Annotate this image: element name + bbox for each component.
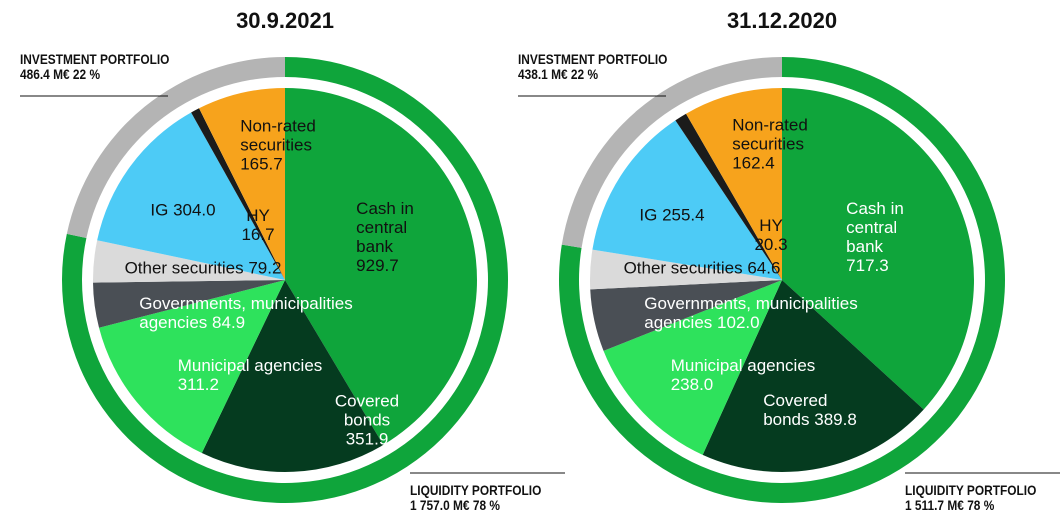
pie-slice: [191, 108, 285, 280]
slice-value: 389.8: [814, 410, 857, 429]
title-text: 31.12.2020: [726, 8, 838, 33]
pie-slice: [686, 88, 782, 280]
slice-category: HY: [759, 216, 783, 235]
pie-slice: [97, 112, 285, 280]
portfolio-name: LIQUIDITY PORTFOLIO: [905, 482, 1037, 498]
slice-value: 20.3: [754, 235, 788, 254]
portfolio-value: 486.4 M€ 22 %: [20, 66, 101, 82]
pie-slice: [603, 280, 782, 455]
slice-label: Governments, municipalities agencies 84.…: [139, 294, 353, 332]
slice-value: 311.2: [177, 375, 219, 394]
slice-value: 351.9: [345, 429, 389, 449]
slice-category: Municipal agencies: [177, 356, 323, 375]
portfolio-ring: [561, 57, 782, 248]
slice-category: Municipal agencies: [670, 356, 816, 375]
slice-value: 79.2: [248, 258, 282, 278]
pie-slice: [93, 240, 285, 283]
slice-label: Cash in central bank 717.3: [846, 199, 904, 275]
slice-category: Covered bonds: [763, 391, 828, 429]
slice-value: 84.9: [212, 313, 246, 332]
title-text: 30.9.2021: [236, 8, 334, 33]
portfolio-value: 1 511.7 M€ 78 %: [905, 497, 995, 513]
slice-category: IG: [150, 200, 169, 220]
slice-category: Governments, municipalities agencies: [139, 294, 353, 332]
pie-slice: [675, 113, 782, 280]
slice-label: Municipal agencies 238.0: [671, 356, 816, 394]
slice-category: Governments, municipalities agencies: [644, 294, 858, 332]
slice-label: Covered bonds 389.8: [763, 391, 857, 429]
investment-label: INVESTMENT PORTFOLIO 438.1 M€ 22 %: [518, 52, 667, 82]
slice-label: IG 304.0: [150, 201, 215, 220]
slice-value: 102.0: [717, 313, 760, 332]
slice-value: 255.4: [662, 205, 705, 225]
slice-value: 304.0: [173, 200, 216, 220]
slice-label: Non-rated securities 165.7: [240, 117, 316, 174]
slice-category: Non-rated securities: [732, 115, 808, 154]
slice-label: Governments, municipalities agencies 102…: [644, 294, 858, 332]
slice-category: Other securities: [124, 258, 244, 278]
pie-slice: [99, 280, 285, 454]
pie-slice: [782, 88, 975, 410]
portfolio-value: 1 757.0 M€ 78 %: [410, 497, 500, 513]
slice-value: 165.7: [240, 154, 283, 174]
slice-value: 929.7: [356, 256, 399, 275]
slice-label: Cash in central bank 929.7: [356, 199, 414, 275]
slice-category: Covered bonds: [334, 391, 400, 430]
slice-value: 238.0: [670, 375, 714, 394]
slice-category: Cash in central bank: [356, 199, 414, 256]
portfolio-name: INVESTMENT PORTFOLIO: [20, 51, 170, 67]
slice-category: Cash in central bank: [846, 199, 904, 256]
pie-slice: [199, 88, 285, 280]
slice-category: HY: [246, 206, 270, 225]
pie-slice: [285, 88, 478, 445]
slice-label: IG 255.4: [639, 206, 704, 225]
slice-category: IG: [639, 205, 658, 225]
pie-slice: [590, 280, 782, 351]
liquidity-label: LIQUIDITY PORTFOLIO 1 511.7 M€ 78 %: [905, 483, 1036, 513]
pie-slice: [592, 120, 782, 280]
slice-label: HY 20.3: [754, 216, 787, 254]
chart-title: 31.12.2020: [727, 8, 837, 34]
slice-value: 162.4: [732, 153, 775, 173]
liquidity-label: LIQUIDITY PORTFOLIO 1 757.0 M€ 78 %: [410, 483, 541, 513]
slice-category: Non-rated securities: [240, 116, 316, 155]
pie-slice: [702, 280, 924, 472]
slice-label: Other securities 64.6: [624, 259, 781, 278]
portfolio-name: INVESTMENT PORTFOLIO: [518, 51, 668, 67]
slice-label: Non-rated securities 162.4: [732, 116, 808, 173]
slice-label: HY 16.7: [241, 206, 274, 244]
slice-label: Municipal agencies 311.2: [178, 356, 323, 394]
chart-title: 30.9.2021: [236, 8, 334, 34]
slice-value: 64.6: [747, 258, 781, 278]
portfolio-name: LIQUIDITY PORTFOLIO: [410, 482, 542, 498]
portfolio-ring: [66, 57, 286, 238]
investment-label: INVESTMENT PORTFOLIO 486.4 M€ 22 %: [20, 52, 169, 82]
pie-slice: [93, 280, 285, 328]
slice-value: 717.3: [846, 256, 889, 275]
slice-category: Other securities: [623, 258, 743, 278]
slice-label: Covered bonds 351.9: [335, 392, 399, 449]
pie-slice: [590, 249, 782, 290]
slice-value: 16.7: [241, 225, 275, 244]
portfolio-value: 438.1 M€ 22 %: [518, 66, 599, 82]
slice-label: Other securities 79.2: [125, 259, 282, 278]
pie-slice: [201, 280, 384, 473]
